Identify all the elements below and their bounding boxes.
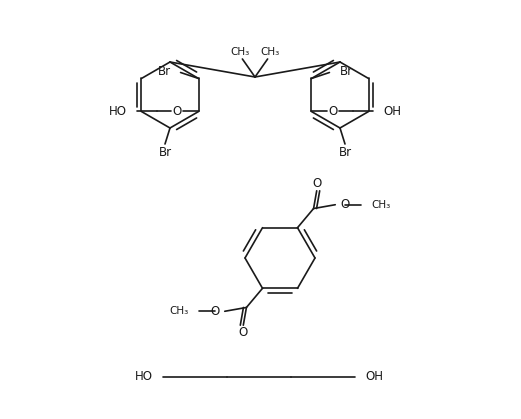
Text: O: O xyxy=(340,198,350,211)
Text: Br: Br xyxy=(158,145,171,158)
Text: O: O xyxy=(312,177,321,190)
Text: CH₃: CH₃ xyxy=(260,47,279,57)
Text: CH₃: CH₃ xyxy=(231,47,250,57)
Text: CH₃: CH₃ xyxy=(371,200,390,210)
Text: HO: HO xyxy=(108,105,127,118)
Text: CH₃: CH₃ xyxy=(169,306,189,316)
Text: O: O xyxy=(172,105,181,118)
Text: Br: Br xyxy=(339,145,352,158)
Text: HO: HO xyxy=(135,370,153,383)
Text: O: O xyxy=(329,105,338,118)
Text: Br: Br xyxy=(157,65,170,78)
Text: OH: OH xyxy=(365,370,383,383)
Text: OH: OH xyxy=(383,105,401,118)
Text: O: O xyxy=(239,326,248,339)
Text: Br: Br xyxy=(339,65,353,78)
Text: O: O xyxy=(210,305,220,318)
